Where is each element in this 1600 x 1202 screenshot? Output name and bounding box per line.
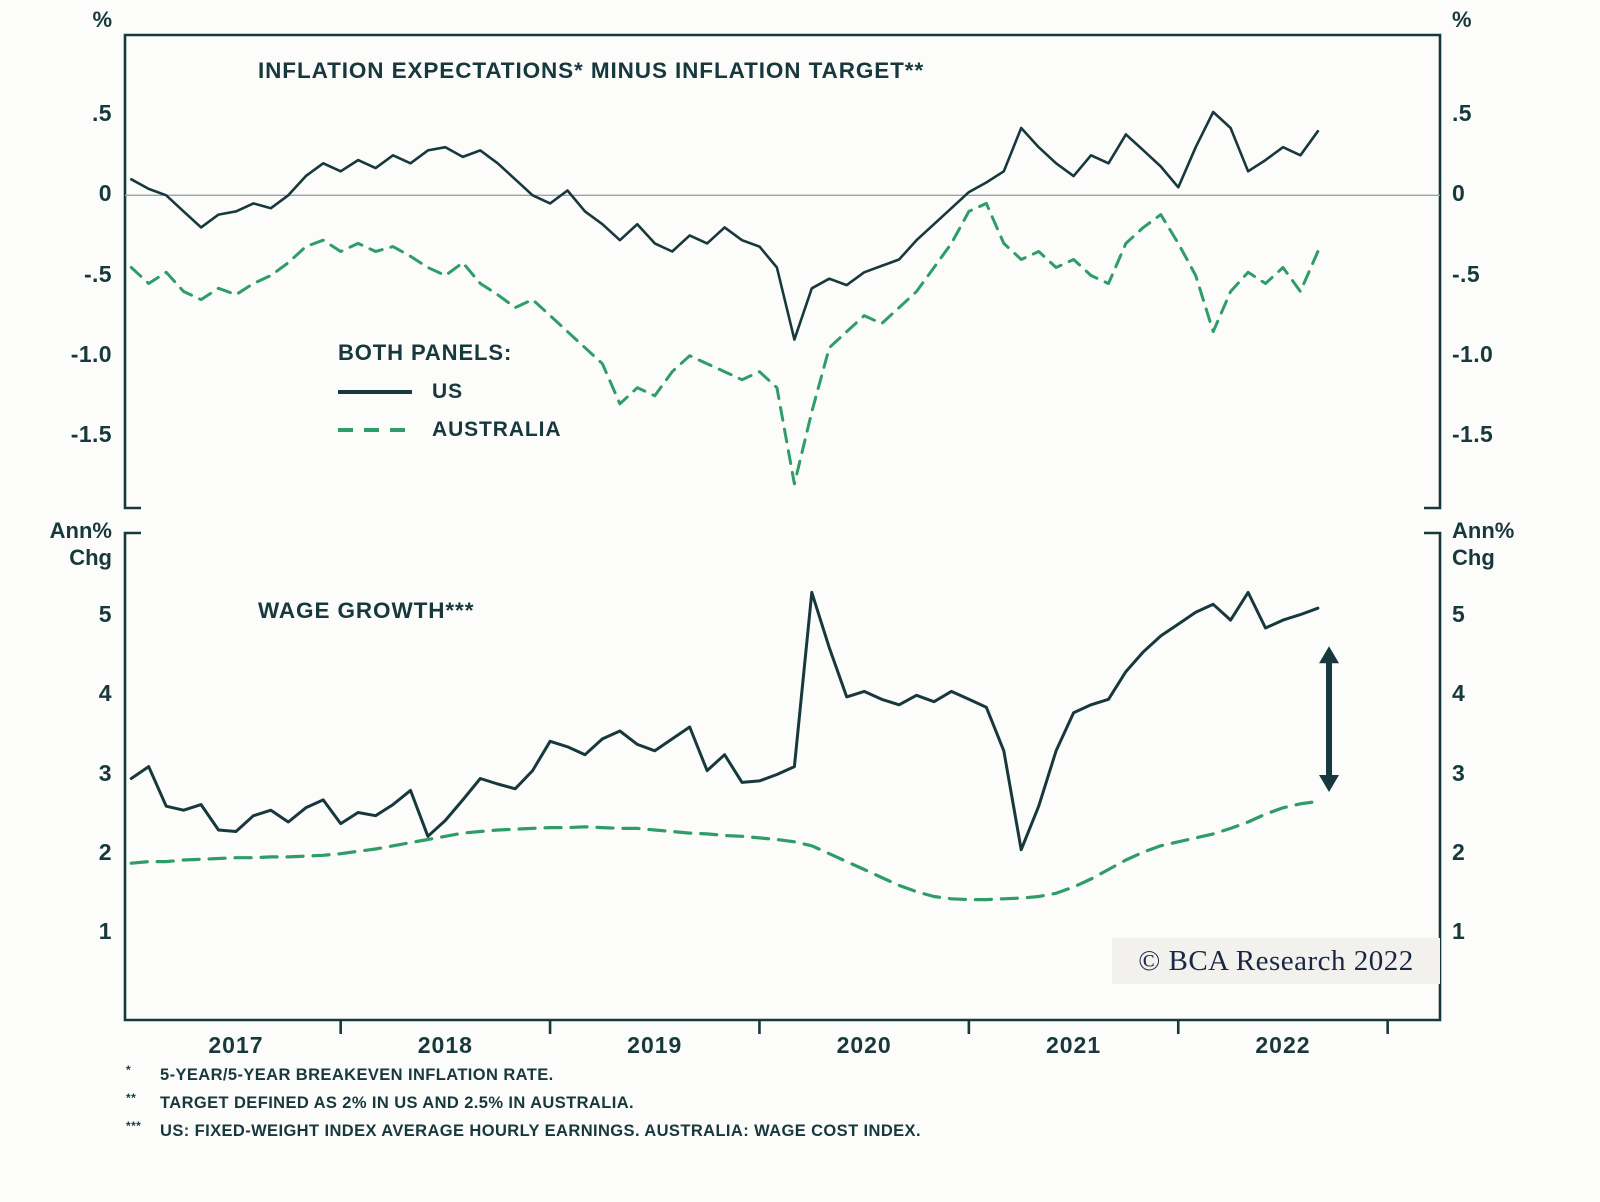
legend-label-australia: AUSTRALIA [432, 418, 562, 441]
inflation-y-tick-label-right: .5 [1452, 100, 1472, 127]
wage-y-tick-label-right: 4 [1452, 680, 1466, 707]
wage-y-tick-label-left: 3 [98, 759, 112, 786]
bca-research-watermark: © BCA Research 2022 [1112, 938, 1440, 984]
inflation-y-tick-label-left: -1.0 [70, 340, 112, 367]
footnote-2-text: TARGET DEFINED AS 2% IN US AND 2.5% IN A… [160, 1094, 635, 1112]
inflation-us-series-line [130, 110, 1320, 341]
bottom-panel-left-unit-line2: Chg [69, 545, 112, 570]
footnote-3: *** US: FIXED-WEIGHT INDEX AVERAGE HOURL… [126, 1119, 921, 1141]
bottom-panel-right-unit-line1: Ann% [1452, 518, 1515, 543]
us-line-sample [338, 390, 412, 394]
wage-y-tick-label-left: 5 [98, 601, 112, 628]
bottom-panel-right-unit: Ann% Chg [1452, 517, 1542, 571]
inflation-australia-series-line [129, 201, 1320, 486]
top-panel-left-unit: % [92, 7, 112, 32]
bottom-panel-title: WAGE GROWTH*** [258, 598, 475, 623]
x-tick-label: 2021 [1045, 1032, 1102, 1058]
x-tick-label: 2017 [208, 1032, 264, 1058]
inflation-y-tick-label-right: 0 [1452, 180, 1466, 207]
footnote-1-text: 5-YEAR/5-YEAR BREAKEVEN INFLATION RATE. [160, 1066, 554, 1084]
legend-label-us: US [432, 380, 463, 403]
wage-us-series-line [129, 590, 1320, 852]
australia-line-sample [338, 428, 412, 432]
bottom-panel-right-unit-line2: Chg [1452, 545, 1495, 570]
footnote-3-text: US: FIXED-WEIGHT INDEX AVERAGE HOURLY EA… [160, 1122, 921, 1140]
inflation-y-tick-label-left: -.5 [83, 260, 112, 287]
bottom-panel-left-unit-line1: Ann% [49, 518, 112, 543]
wage-y-tick-label-right: 1 [1452, 917, 1466, 944]
inflation-y-tick-label-right: -1.5 [1452, 420, 1494, 447]
x-tick-label: 2018 [417, 1032, 473, 1058]
footnotes: * 5-YEAR/5-YEAR BREAKEVEN INFLATION RATE… [126, 1063, 921, 1150]
x-tick-label: 2019 [627, 1032, 683, 1058]
inflation-y-tick-label-left: .5 [92, 100, 112, 127]
wage-y-tick-label-left: 2 [98, 838, 112, 865]
inflation-y-tick-label-left: 0 [98, 180, 112, 207]
footnote-1-marker: * [126, 1063, 132, 1077]
inflation-y-tick-label-left: -1.5 [70, 420, 112, 447]
wage-y-tick-label-left: 1 [98, 917, 112, 944]
wage-y-tick-label-right: 2 [1452, 838, 1466, 865]
wage-australia-series-line [129, 799, 1320, 902]
wage-gap-arrow-up-head [1319, 646, 1340, 664]
legend-title: BOTH PANELS: [338, 340, 513, 365]
wage-y-tick-label-left: 4 [98, 680, 112, 707]
legend-item-australia: AUSTRALIA [338, 418, 561, 442]
wage-y-tick-label-right: 3 [1452, 759, 1466, 786]
wage-gap-arrow-down-head [1319, 774, 1340, 792]
footnote-2: ** TARGET DEFINED AS 2% IN US AND 2.5% I… [126, 1091, 921, 1113]
inflation-y-tick-label-right: -1.0 [1452, 340, 1494, 367]
top-panel-right-unit: % [1452, 7, 1472, 32]
legend-item-us: US [338, 380, 561, 404]
x-tick-label: 2020 [836, 1032, 892, 1058]
legend: BOTH PANELS: US AUSTRALIA [338, 340, 561, 442]
footnote-2-marker: ** [126, 1091, 137, 1105]
wage-y-tick-label-right: 5 [1452, 601, 1466, 628]
footnote-3-marker: *** [126, 1119, 142, 1133]
bottom-panel-left-unit: Ann% Chg [30, 517, 112, 571]
top-panel-title: INFLATION EXPECTATIONS* MINUS INFLATION … [258, 58, 925, 83]
bottom-panel-frame [123, 531, 1442, 1022]
top-panel-frame [123, 33, 1442, 510]
inflation-y-tick-label-right: -.5 [1452, 260, 1481, 287]
footnote-1: * 5-YEAR/5-YEAR BREAKEVEN INFLATION RATE… [126, 1063, 921, 1085]
x-tick-label: 2022 [1255, 1032, 1311, 1058]
